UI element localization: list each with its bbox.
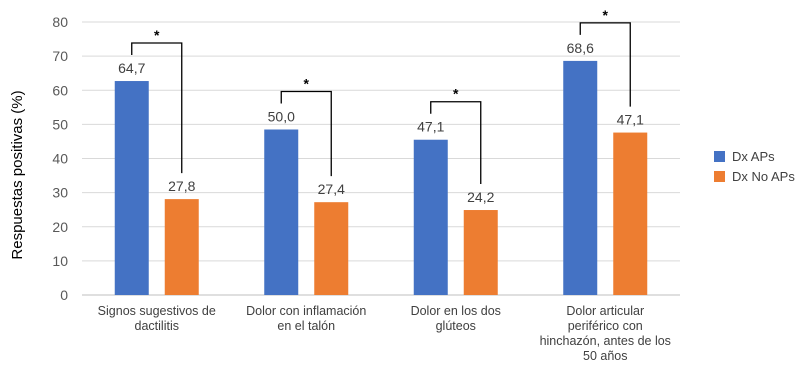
category-labels: Signos sugestivos de dactilitis Dolor con … — [98, 304, 671, 363]
significance-star: * — [154, 27, 160, 43]
y-tick-label: 60 — [52, 82, 68, 98]
y-tick-label: 30 — [52, 185, 68, 201]
data-label: 47,1 — [617, 112, 644, 128]
data-labels: 64,7 27,8 50,0 27,4 47,1 24,2 68,6 47,1 — [118, 40, 644, 205]
data-label: 24,2 — [467, 189, 494, 205]
category-label: Dolor con inflamación en el talón — [246, 304, 366, 333]
y-axis-ticks: 0 10 20 30 40 50 60 70 80 — [52, 14, 68, 303]
category-label-line: hinchazón, antes de los — [540, 334, 671, 348]
bar — [264, 129, 299, 295]
category-label-line: Dolor con inflamación — [246, 304, 366, 318]
category-label-line: glúteos — [436, 319, 476, 333]
category-label-line: Dolor en los dos — [411, 304, 501, 318]
data-label: 27,8 — [168, 178, 195, 194]
significance-bracket — [579, 22, 631, 107]
y-tick-label: 10 — [52, 253, 68, 269]
y-tick-label: 50 — [52, 116, 68, 132]
y-tick-label: 0 — [60, 287, 68, 303]
data-label: 47,1 — [417, 119, 444, 135]
category-label-line: periférico con — [568, 319, 643, 333]
data-label: 50,0 — [268, 108, 295, 124]
significance-bracket — [430, 101, 482, 185]
bar — [463, 210, 498, 295]
category-label: Dolor articular periférico con hinchazón, … — [540, 304, 671, 363]
y-tick-label: 80 — [52, 14, 68, 30]
legend-label: Dx APs — [732, 149, 775, 164]
bar — [613, 132, 648, 295]
significance-bracket — [131, 42, 183, 174]
category-label: Dolor en los dos glúteos — [411, 304, 501, 333]
significance-bracket — [280, 90, 332, 177]
data-label: 27,4 — [318, 181, 345, 197]
category-label-line: 50 años — [583, 349, 627, 363]
legend-label: Dx No APs — [732, 169, 795, 184]
significance-star: * — [603, 7, 609, 23]
data-label: 64,7 — [118, 60, 145, 76]
y-tick-label: 70 — [52, 48, 68, 64]
y-tick-label: 20 — [52, 219, 68, 235]
category-label: Signos sugestivos de dactilitis — [98, 304, 216, 333]
category-label-line: dactilitis — [135, 319, 179, 333]
y-tick-label: 40 — [52, 151, 68, 167]
bar — [314, 202, 349, 295]
y-axis-title: Respuestas positivas (%) — [9, 90, 26, 259]
category-label-line: Dolor articular — [566, 304, 644, 318]
bar — [413, 139, 448, 295]
significance-star: * — [453, 86, 459, 102]
bars — [114, 60, 648, 296]
category-label-line: Signos sugestivos de — [98, 304, 216, 318]
legend: Dx APs Dx No APs — [714, 149, 795, 184]
category-label-line: en el talón — [277, 319, 335, 333]
significance-brackets: * * * * — [131, 7, 631, 185]
data-label: 68,6 — [567, 40, 594, 56]
bar — [114, 81, 149, 295]
bar — [164, 199, 199, 295]
bar — [563, 60, 598, 296]
legend-swatch — [714, 171, 725, 182]
legend-swatch — [714, 151, 725, 162]
significance-star: * — [304, 75, 310, 91]
